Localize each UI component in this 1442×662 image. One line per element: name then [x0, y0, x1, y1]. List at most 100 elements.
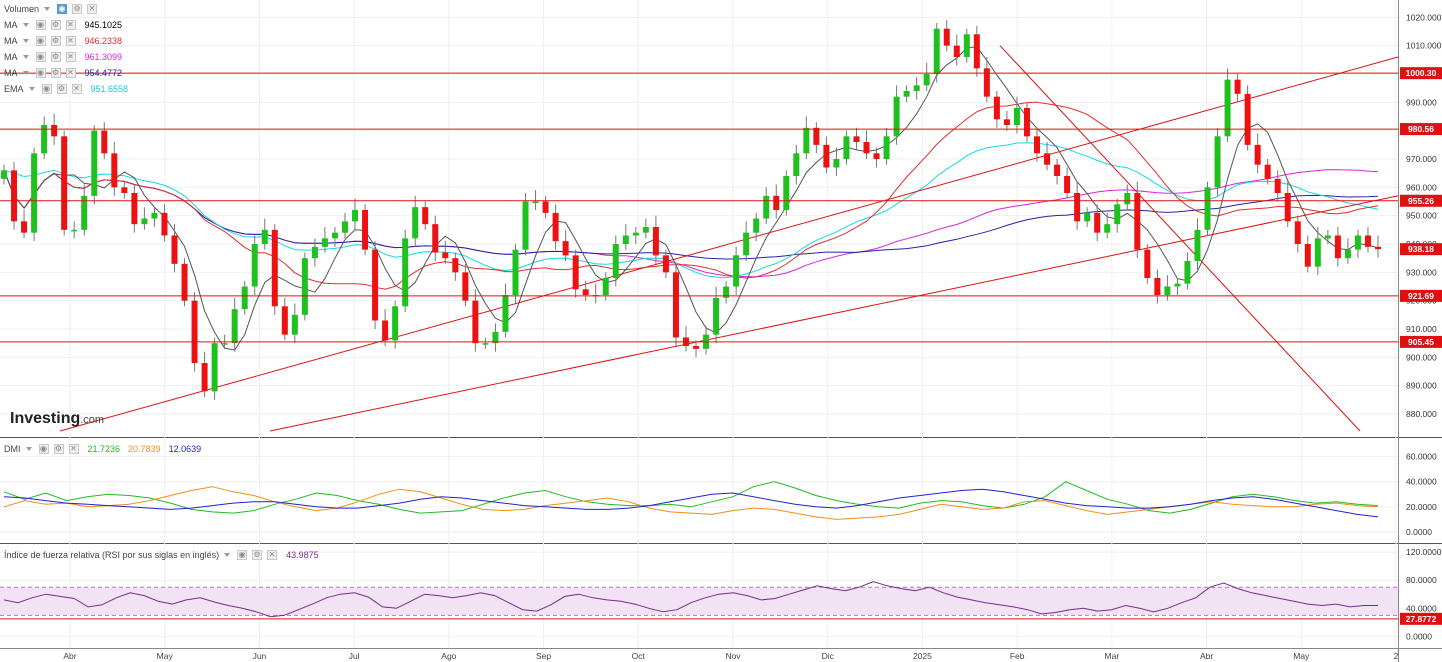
settings-icon[interactable]: ⚙: [50, 52, 61, 62]
close-icon[interactable]: ✕: [71, 84, 82, 94]
chevron-down-icon[interactable]: [22, 55, 29, 59]
candle: [632, 232, 639, 236]
candle: [963, 34, 970, 57]
level-label-bg: [1400, 67, 1442, 80]
ma-value: 954.4772: [84, 68, 123, 78]
settings-icon[interactable]: ⚙: [72, 4, 83, 14]
candle: [572, 255, 579, 290]
y-tick-label: 0.0000: [1406, 527, 1432, 537]
x-tick-label: 2: [1394, 651, 1399, 661]
y-tick-label: 880.000: [1406, 409, 1437, 419]
candle: [482, 343, 489, 345]
candle: [843, 136, 850, 159]
candle: [1074, 193, 1081, 222]
candle: [542, 201, 549, 213]
candle: [221, 343, 228, 345]
chevron-down-icon[interactable]: [22, 71, 29, 75]
candle: [783, 176, 790, 210]
close-icon[interactable]: ✕: [68, 444, 79, 454]
candle: [582, 289, 589, 295]
chevron-down-icon[interactable]: [44, 7, 51, 11]
chevron-down-icon[interactable]: [25, 447, 32, 451]
settings-icon[interactable]: ⚙: [252, 550, 263, 560]
visibility-icon[interactable]: ◉: [35, 20, 46, 30]
x-tick-label: Mar: [1105, 651, 1120, 661]
candle: [301, 258, 308, 315]
candle: [412, 207, 419, 239]
candle: [662, 255, 669, 273]
candle: [803, 127, 810, 154]
y-tick-label: 900.000: [1406, 352, 1437, 362]
candle: [362, 210, 369, 250]
candle: [1124, 193, 1131, 205]
candle: [261, 229, 268, 244]
legend-dmi: DMI ◉ ⚙ ✕ 21.7236 20.7839 12.0639: [4, 444, 201, 454]
last-price-label: 938.18: [1408, 244, 1434, 254]
candle: [1274, 178, 1281, 193]
candle: [1264, 164, 1271, 179]
candle: [1194, 229, 1201, 261]
visibility-icon[interactable]: ◉: [41, 84, 52, 94]
y-tick-label: 890.000: [1406, 381, 1437, 391]
candle: [1344, 249, 1351, 259]
candle: [1114, 204, 1121, 225]
settings-icon[interactable]: ⚙: [56, 84, 67, 94]
close-icon[interactable]: ✕: [65, 36, 76, 46]
x-tick-label: Jun: [253, 651, 267, 661]
candle: [672, 272, 679, 338]
settings-icon[interactable]: ⚙: [50, 20, 61, 30]
chevron-down-icon[interactable]: [224, 553, 231, 557]
close-icon[interactable]: ✕: [65, 52, 76, 62]
candle: [452, 258, 459, 273]
x-tick-label: Jul: [349, 651, 360, 661]
candle: [1334, 235, 1341, 259]
candle: [1023, 108, 1030, 137]
candle: [1154, 278, 1161, 295]
level-label-bg: [1400, 335, 1442, 348]
visibility-icon[interactable]: ◉: [35, 36, 46, 46]
close-icon[interactable]: ✕: [65, 20, 76, 30]
visibility-icon[interactable]: ◉: [237, 550, 248, 560]
candle: [1003, 119, 1010, 125]
settings-icon[interactable]: ⚙: [50, 36, 61, 46]
candle: [1354, 235, 1361, 250]
visibility-icon[interactable]: ◉: [38, 444, 49, 454]
chevron-down-icon[interactable]: [22, 23, 29, 27]
ma-value: 945.1025: [84, 20, 123, 30]
candle: [271, 229, 278, 307]
close-icon[interactable]: ✕: [87, 4, 98, 14]
settings-icon[interactable]: ⚙: [50, 68, 61, 78]
candle: [171, 235, 178, 264]
ema-label: EMA: [4, 84, 24, 94]
candle: [1084, 212, 1091, 222]
candle: [993, 96, 1000, 120]
candle: [492, 331, 499, 344]
candle: [813, 127, 820, 145]
chevron-down-icon[interactable]: [22, 39, 29, 43]
legend-ma-2: MA ◉ ⚙ ✕ 946.2338: [4, 36, 122, 46]
candle: [1164, 286, 1171, 295]
legend-ema: EMA ◉ ⚙ ✕ 951.6558: [4, 84, 128, 94]
candle: [382, 320, 389, 341]
ma-label: MA: [4, 20, 18, 30]
y-tick-label: 80.0000: [1406, 575, 1437, 585]
candle: [1044, 153, 1051, 165]
visibility-icon[interactable]: ◉: [57, 4, 68, 14]
candle: [983, 68, 990, 97]
candle: [1, 170, 7, 179]
chevron-down-icon[interactable]: [28, 87, 35, 91]
candle: [1324, 235, 1331, 239]
close-icon[interactable]: ✕: [267, 550, 278, 560]
close-icon[interactable]: ✕: [65, 68, 76, 78]
candle: [101, 130, 108, 154]
visibility-icon[interactable]: ◉: [35, 68, 46, 78]
settings-icon[interactable]: ⚙: [53, 444, 64, 454]
candle: [693, 346, 700, 349]
candle: [51, 125, 58, 137]
visibility-icon[interactable]: ◉: [35, 52, 46, 62]
level-label: 905.45: [1408, 337, 1434, 347]
candle: [111, 153, 118, 188]
level-label-bg: [1400, 123, 1442, 136]
level-label-bg: [1400, 194, 1442, 207]
